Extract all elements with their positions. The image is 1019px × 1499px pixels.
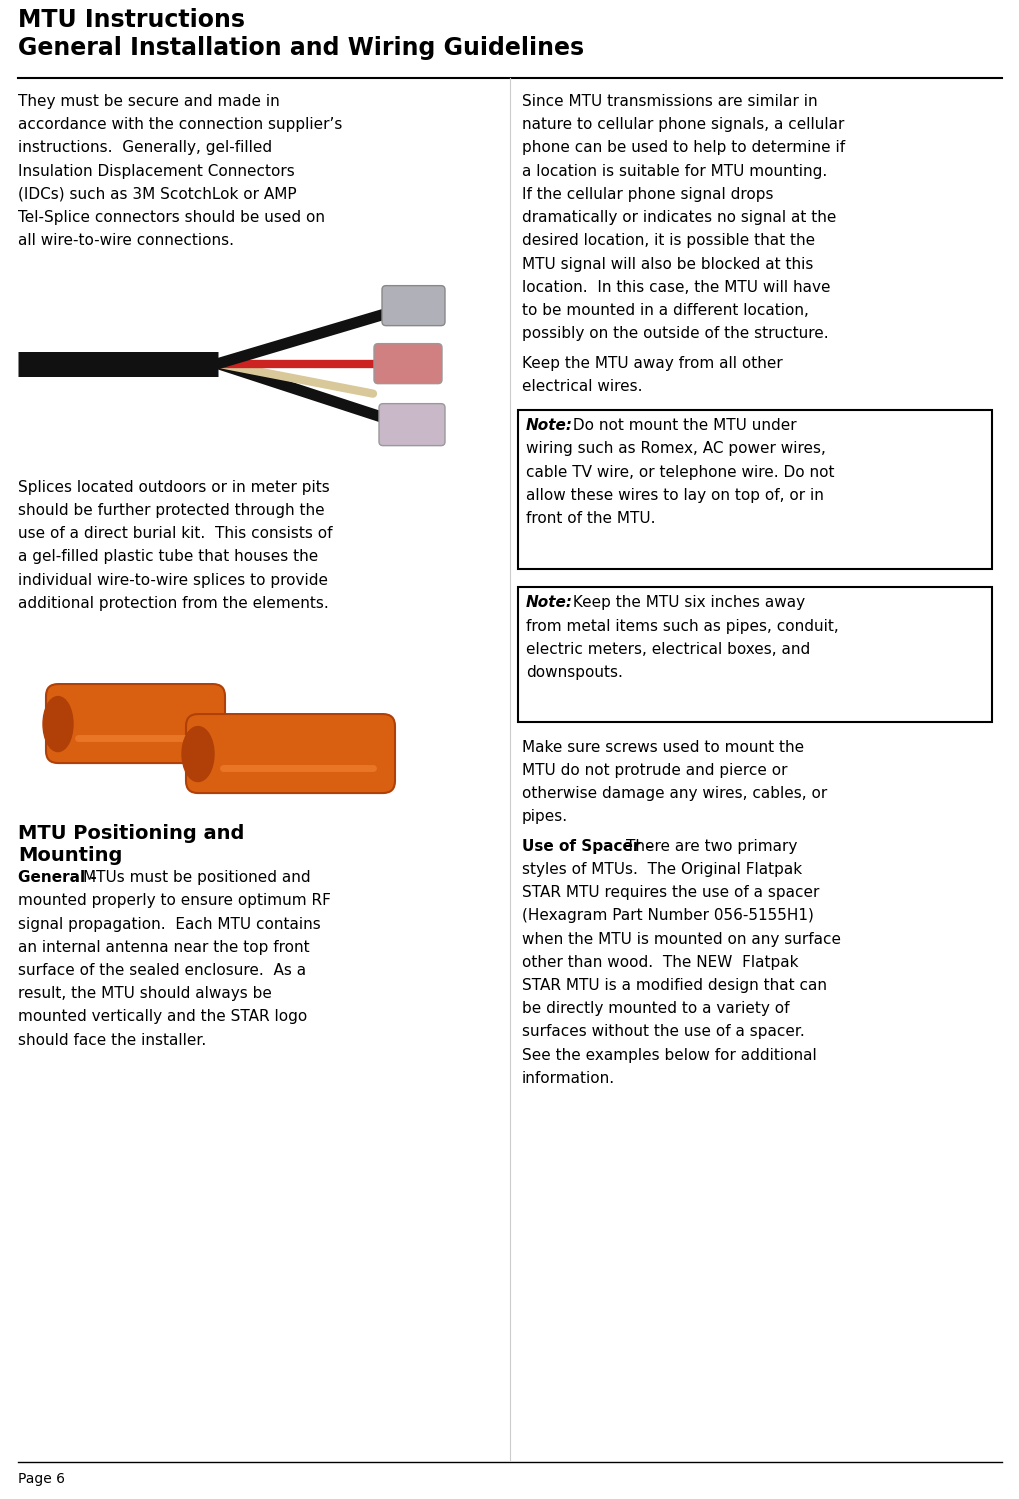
- Text: to be mounted in a different location,: to be mounted in a different location,: [522, 303, 808, 318]
- Text: pipes.: pipes.: [522, 809, 568, 824]
- Text: should face the installer.: should face the installer.: [18, 1033, 206, 1048]
- Text: MTU signal will also be blocked at this: MTU signal will also be blocked at this: [522, 256, 812, 271]
- Text: (Hexagram Part Number 056-5155H1): (Hexagram Part Number 056-5155H1): [522, 908, 813, 923]
- Text: Note:: Note:: [526, 595, 573, 610]
- Text: be directly mounted to a variety of: be directly mounted to a variety of: [522, 1001, 789, 1016]
- Text: phone can be used to help to determine if: phone can be used to help to determine i…: [522, 141, 845, 156]
- Text: Do not mount the MTU under: Do not mount the MTU under: [568, 418, 796, 433]
- Text: nature to cellular phone signals, a cellular: nature to cellular phone signals, a cell…: [522, 117, 844, 132]
- Text: Mounting: Mounting: [18, 845, 122, 865]
- Text: cable TV wire, or telephone wire. Do not: cable TV wire, or telephone wire. Do not: [526, 465, 834, 480]
- Text: electrical wires.: electrical wires.: [522, 379, 642, 394]
- Text: accordance with the connection supplier’s: accordance with the connection supplier’…: [18, 117, 342, 132]
- Text: surface of the sealed enclosure.  As a: surface of the sealed enclosure. As a: [18, 962, 306, 977]
- Text: STAR MTU requires the use of a spacer: STAR MTU requires the use of a spacer: [522, 884, 818, 899]
- Text: MTU Positioning and: MTU Positioning and: [18, 824, 245, 842]
- Text: Insulation Displacement Connectors: Insulation Displacement Connectors: [18, 163, 294, 178]
- Text: If the cellular phone signal drops: If the cellular phone signal drops: [522, 187, 772, 202]
- Bar: [518, 588, 991, 721]
- Text: dramatically or indicates no signal at the: dramatically or indicates no signal at t…: [522, 210, 836, 225]
- Text: when the MTU is mounted on any surface: when the MTU is mounted on any surface: [522, 931, 841, 946]
- Text: location.  In this case, the MTU will have: location. In this case, the MTU will hav…: [522, 280, 829, 295]
- Text: use of a direct burial kit.  This consists of: use of a direct burial kit. This consist…: [18, 526, 332, 541]
- Text: otherwise damage any wires, cables, or: otherwise damage any wires, cables, or: [522, 785, 826, 800]
- Text: General -: General -: [18, 869, 102, 884]
- Text: an internal antenna near the top front: an internal antenna near the top front: [18, 940, 310, 955]
- Text: Use of Spacer –: Use of Spacer –: [522, 838, 658, 853]
- Text: information.: information.: [522, 1070, 614, 1085]
- Text: Page 6: Page 6: [18, 1472, 65, 1486]
- Text: MTU do not protrude and pierce or: MTU do not protrude and pierce or: [522, 763, 787, 778]
- Text: should be further protected through the: should be further protected through the: [18, 502, 324, 517]
- Text: mounted properly to ensure optimum RF: mounted properly to ensure optimum RF: [18, 893, 330, 908]
- Text: Note:: Note:: [526, 418, 573, 433]
- Text: Tel-Splice connectors should be used on: Tel-Splice connectors should be used on: [18, 210, 325, 225]
- Text: styles of MTUs.  The Original Flatpak: styles of MTUs. The Original Flatpak: [522, 862, 801, 877]
- Text: downspouts.: downspouts.: [526, 666, 623, 681]
- Text: a gel-filled plastic tube that houses the: a gel-filled plastic tube that houses th…: [18, 549, 318, 564]
- Text: instructions.  Generally, gel-filled: instructions. Generally, gel-filled: [18, 141, 272, 156]
- Bar: [18, 268, 458, 463]
- Text: (IDCs) such as 3M ScotchLok or AMP: (IDCs) such as 3M ScotchLok or AMP: [18, 187, 297, 202]
- Text: Since MTU transmissions are similar in: Since MTU transmissions are similar in: [522, 94, 817, 109]
- Text: mounted vertically and the STAR logo: mounted vertically and the STAR logo: [18, 1009, 307, 1024]
- Text: STAR MTU is a modified design that can: STAR MTU is a modified design that can: [522, 977, 826, 992]
- Text: Keep the MTU six inches away: Keep the MTU six inches away: [568, 595, 804, 610]
- Bar: [38, 631, 418, 806]
- Text: desired location, it is possible that the: desired location, it is possible that th…: [522, 234, 814, 249]
- Text: front of the MTU.: front of the MTU.: [526, 511, 655, 526]
- Text: wiring such as Romex, AC power wires,: wiring such as Romex, AC power wires,: [526, 441, 825, 456]
- Text: electric meters, electrical boxes, and: electric meters, electrical boxes, and: [526, 642, 809, 657]
- Text: MTUs must be positioned and: MTUs must be positioned and: [83, 869, 311, 884]
- Text: See the examples below for additional: See the examples below for additional: [522, 1048, 816, 1063]
- Text: allow these wires to lay on top of, or in: allow these wires to lay on top of, or i…: [526, 487, 823, 502]
- Text: Splices located outdoors or in meter pits: Splices located outdoors or in meter pit…: [18, 480, 329, 495]
- Text: other than wood.  The NEW  Flatpak: other than wood. The NEW Flatpak: [522, 955, 798, 970]
- Text: possibly on the outside of the structure.: possibly on the outside of the structure…: [522, 327, 827, 342]
- Text: individual wire-to-wire splices to provide: individual wire-to-wire splices to provi…: [18, 573, 328, 588]
- Text: Keep the MTU away from all other: Keep the MTU away from all other: [522, 355, 782, 370]
- Text: surfaces without the use of a spacer.: surfaces without the use of a spacer.: [522, 1024, 804, 1039]
- Bar: [518, 411, 991, 570]
- Text: all wire-to-wire connections.: all wire-to-wire connections.: [18, 234, 233, 249]
- Text: result, the MTU should always be: result, the MTU should always be: [18, 986, 272, 1001]
- Text: additional protection from the elements.: additional protection from the elements.: [18, 595, 328, 610]
- Text: MTU Instructions: MTU Instructions: [18, 7, 245, 31]
- Text: from metal items such as pipes, conduit,: from metal items such as pipes, conduit,: [526, 619, 838, 634]
- Text: There are two primary: There are two primary: [626, 838, 797, 853]
- Text: signal propagation.  Each MTU contains: signal propagation. Each MTU contains: [18, 916, 320, 931]
- Text: Make sure screws used to mount the: Make sure screws used to mount the: [522, 739, 803, 754]
- Text: a location is suitable for MTU mounting.: a location is suitable for MTU mounting.: [522, 163, 826, 178]
- Text: General Installation and Wiring Guidelines: General Installation and Wiring Guidelin…: [18, 36, 584, 60]
- Text: They must be secure and made in: They must be secure and made in: [18, 94, 279, 109]
